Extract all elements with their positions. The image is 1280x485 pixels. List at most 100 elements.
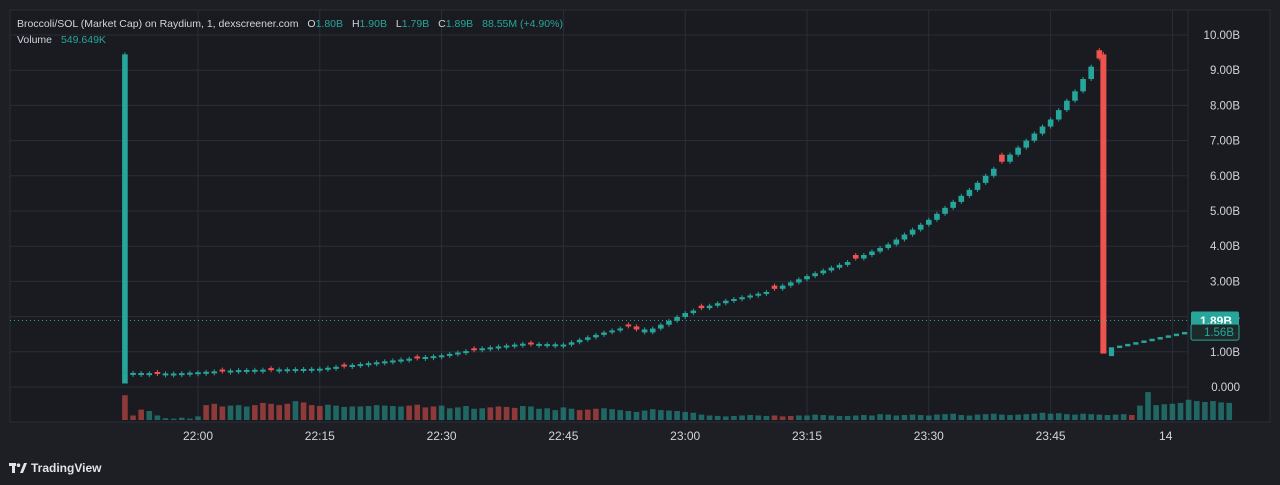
- candle: [747, 295, 753, 298]
- candle: [576, 339, 583, 343]
- volume-bar: [357, 406, 364, 420]
- volume-bar: [1129, 415, 1135, 420]
- candle: [1088, 66, 1094, 79]
- legend-high-value: 1.90B: [359, 18, 387, 30]
- volume-bar: [560, 407, 567, 420]
- volume-bar: [463, 406, 469, 420]
- candle: [300, 368, 307, 371]
- candle: [333, 366, 339, 369]
- volume-bar: [625, 411, 632, 420]
- candle: [398, 359, 404, 362]
- volume-bar: [828, 415, 835, 420]
- volume-bar: [1007, 415, 1013, 420]
- candle: [511, 344, 518, 347]
- volume-bar: [528, 406, 534, 420]
- candle: [1039, 126, 1046, 134]
- candle: [471, 348, 477, 351]
- price-tick-label: 4.00B: [1210, 241, 1240, 253]
- candle-crash: [1100, 54, 1107, 354]
- candle: [820, 270, 827, 274]
- candle: [390, 360, 396, 363]
- volume-bar: [934, 414, 940, 420]
- volume-bar: [284, 403, 291, 420]
- legend-open-value: 1.80B: [315, 18, 344, 30]
- candle: [1173, 333, 1180, 337]
- volume-bar: [1218, 402, 1224, 420]
- volume-bar: [617, 410, 624, 420]
- volume-bar: [690, 412, 697, 420]
- candle: [463, 351, 469, 354]
- candle: [430, 356, 437, 359]
- candle: [1149, 338, 1155, 342]
- volume-bar: [1112, 414, 1119, 420]
- volume-bar: [1088, 414, 1094, 420]
- volume-bar: [633, 411, 640, 420]
- volume-bar: [1031, 413, 1038, 420]
- volume-bar: [966, 415, 973, 420]
- volume-bar: [601, 408, 607, 420]
- volume-bar: [658, 410, 664, 420]
- volume-bar: [812, 414, 818, 420]
- volume-bar: [195, 416, 201, 420]
- candle: [187, 372, 193, 375]
- time-tick-label: 23:45: [1036, 429, 1066, 443]
- grid-lines: [10, 10, 1188, 422]
- time-tick-label: 14: [1159, 429, 1173, 443]
- volume-bar: [1137, 405, 1143, 420]
- volume-bar: [414, 404, 421, 420]
- volume-bar: [861, 415, 867, 420]
- volume-bar: [1080, 413, 1086, 420]
- candle: [1125, 343, 1131, 347]
- volume-bar: [495, 406, 502, 420]
- volume-bar: [187, 418, 193, 420]
- volume-bar: [958, 415, 965, 420]
- candle: [982, 175, 989, 183]
- candle: [284, 369, 291, 372]
- volume-bar: [365, 406, 372, 420]
- candle: [495, 346, 502, 349]
- legend-volume-label: Volume: [17, 34, 53, 46]
- candle: [536, 343, 542, 346]
- legend-low-label: L: [395, 18, 402, 30]
- candle: [276, 369, 282, 372]
- candle: [714, 303, 721, 306]
- candle: [146, 373, 153, 376]
- candle: [633, 326, 640, 330]
- volume-bar: [1202, 402, 1208, 420]
- volume-bar: [576, 410, 583, 420]
- volume-bar: [779, 416, 786, 420]
- legend-volume-row: Volume 549.649K: [17, 32, 563, 48]
- candle: [292, 369, 299, 372]
- candle: [877, 247, 883, 252]
- volume-bar: [609, 409, 615, 420]
- volume-bar: [292, 401, 299, 420]
- tradingview-logo[interactable]: TradingView: [9, 461, 101, 475]
- candle: [706, 305, 713, 309]
- secondary-price-badge-text: 1.56B: [1204, 327, 1234, 339]
- volume-bar: [1120, 414, 1127, 420]
- candlestick-chart[interactable]: 0.0001.00B2.00B3.00B4.00B5.00B6.00B7.00B…: [0, 0, 1280, 452]
- footer-bar: [0, 452, 1280, 485]
- candle: [739, 297, 745, 300]
- volume-bar: [333, 405, 339, 420]
- volume-bar: [406, 405, 412, 420]
- volume-bar: [122, 395, 128, 420]
- volume-bar: [1064, 414, 1070, 420]
- candle: [1055, 110, 1062, 120]
- volume-bar: [763, 415, 770, 420]
- candle: [682, 313, 688, 317]
- volume-bar: [926, 415, 932, 420]
- candle: [617, 328, 624, 331]
- candle: [479, 348, 485, 351]
- volume-bar: [227, 405, 234, 420]
- candle: [1031, 133, 1038, 141]
- volume-bar: [1096, 414, 1103, 420]
- legend-close-label: C: [438, 18, 446, 30]
- volume-bar: [796, 415, 802, 420]
- price-tick-label: 5.00B: [1210, 206, 1240, 218]
- price-tick-label: 0.000: [1211, 382, 1240, 394]
- volume-bar: [178, 417, 185, 420]
- candle: [804, 276, 810, 280]
- volume-bar: [211, 403, 218, 420]
